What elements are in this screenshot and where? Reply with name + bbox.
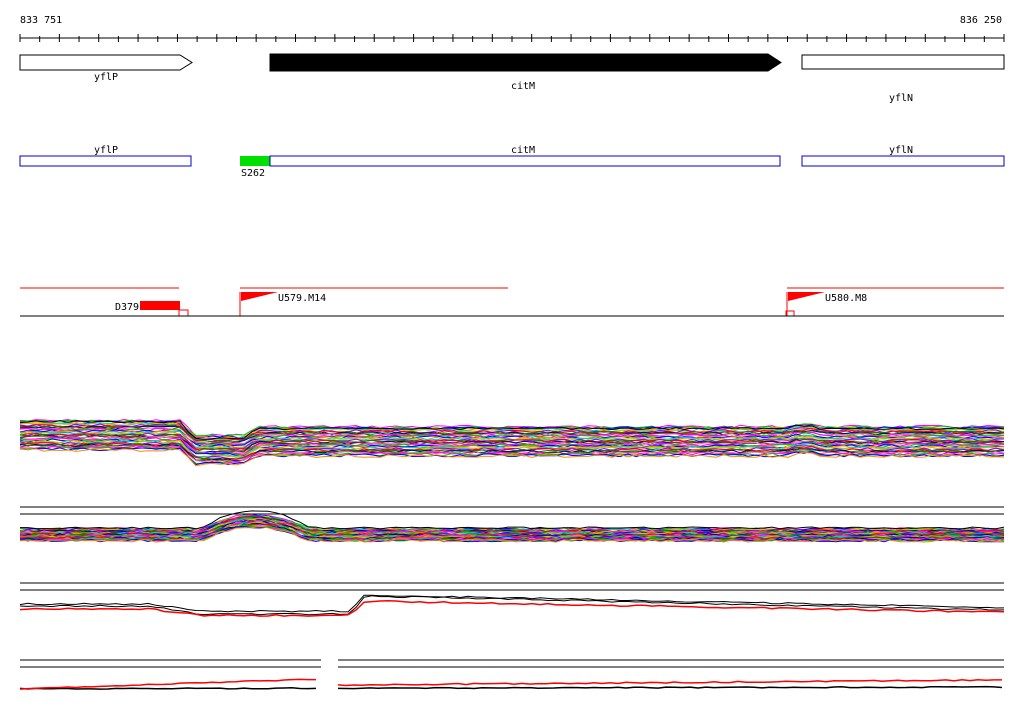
gene-label-yflp: yflP bbox=[94, 72, 118, 83]
gene-arrow-yflp[interactable] bbox=[19, 54, 193, 71]
panel-4-gap bbox=[321, 655, 338, 695]
feature-label-d379: D379 bbox=[115, 302, 139, 313]
cds-box-yflp[interactable] bbox=[19, 155, 192, 167]
gene-label-citm: citM bbox=[511, 81, 535, 92]
expression-trace bbox=[19, 427, 1005, 446]
feature-label-s262: S262 bbox=[241, 168, 265, 179]
feature-u580-flag[interactable] bbox=[788, 292, 825, 301]
expression-trace bbox=[19, 525, 1004, 543]
transcript-track: D379 U579.M14 U580.M8 bbox=[20, 287, 1004, 317]
expression-panel-1 bbox=[19, 418, 1005, 467]
ruler-end-label: 836 250 bbox=[960, 15, 1002, 26]
expression-trace-mean bbox=[19, 420, 1005, 440]
expression-trace-red bbox=[19, 599, 1005, 617]
feature-d379[interactable] bbox=[140, 301, 180, 310]
expression-panel-3 bbox=[19, 582, 1005, 617]
cds-label-yfln: yflN bbox=[889, 145, 913, 156]
expression-trace-black bbox=[19, 595, 1005, 616]
gene-track: yflP citM yflN bbox=[19, 53, 1005, 104]
expression-trace-black bbox=[19, 687, 317, 690]
expression-trace bbox=[19, 443, 1005, 462]
gene-arrow-citm[interactable] bbox=[269, 53, 782, 72]
expression-trace bbox=[19, 434, 1005, 453]
expression-trace bbox=[19, 433, 1005, 451]
cds-label-yflp: yflP bbox=[94, 145, 118, 156]
cds-box-yfln[interactable] bbox=[801, 155, 1005, 167]
expression-trace bbox=[19, 520, 1005, 538]
d379-marker bbox=[178, 309, 189, 317]
expression-trace bbox=[19, 426, 1005, 445]
expression-trace bbox=[19, 439, 1005, 458]
expression-trace bbox=[19, 448, 1005, 467]
expression-trace-red bbox=[19, 678, 316, 690]
expression-panel-2 bbox=[19, 506, 1005, 543]
feature-label-u580: U580.M8 bbox=[825, 293, 867, 304]
expression-trace-black bbox=[337, 685, 1003, 690]
expression-trace bbox=[19, 424, 1005, 443]
cds-label-citm: citM bbox=[511, 145, 535, 156]
expression-trace-red bbox=[337, 678, 1002, 687]
ruler-ticks bbox=[19, 34, 1005, 42]
coordinate-ruler: 833 751 836 250 bbox=[19, 15, 1005, 42]
cds-track: yflP S262 citM yflN bbox=[19, 145, 1005, 179]
expression-trace-black-2 bbox=[19, 594, 1005, 613]
expression-trace bbox=[19, 423, 1005, 442]
feature-u579-flag[interactable] bbox=[241, 292, 278, 301]
ruler-start-label: 833 751 bbox=[20, 15, 62, 26]
feature-s262[interactable] bbox=[240, 156, 270, 166]
gene-label-yfln: yflN bbox=[889, 93, 913, 104]
feature-label-u579: U579.M14 bbox=[278, 293, 326, 304]
expression-trace bbox=[19, 436, 1005, 455]
expression-trace bbox=[19, 525, 1005, 543]
cds-box-citm[interactable] bbox=[269, 155, 781, 167]
gene-box-yfln[interactable] bbox=[801, 54, 1005, 70]
expression-panel-4 bbox=[19, 655, 1004, 695]
expression-trace-mean bbox=[20, 510, 1005, 530]
expression-trace bbox=[19, 522, 1005, 540]
